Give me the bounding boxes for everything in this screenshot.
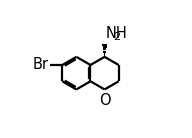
Text: 2: 2 [113, 32, 120, 43]
Text: NH: NH [105, 26, 127, 41]
Text: O: O [99, 93, 111, 108]
Text: Br: Br [33, 58, 49, 72]
